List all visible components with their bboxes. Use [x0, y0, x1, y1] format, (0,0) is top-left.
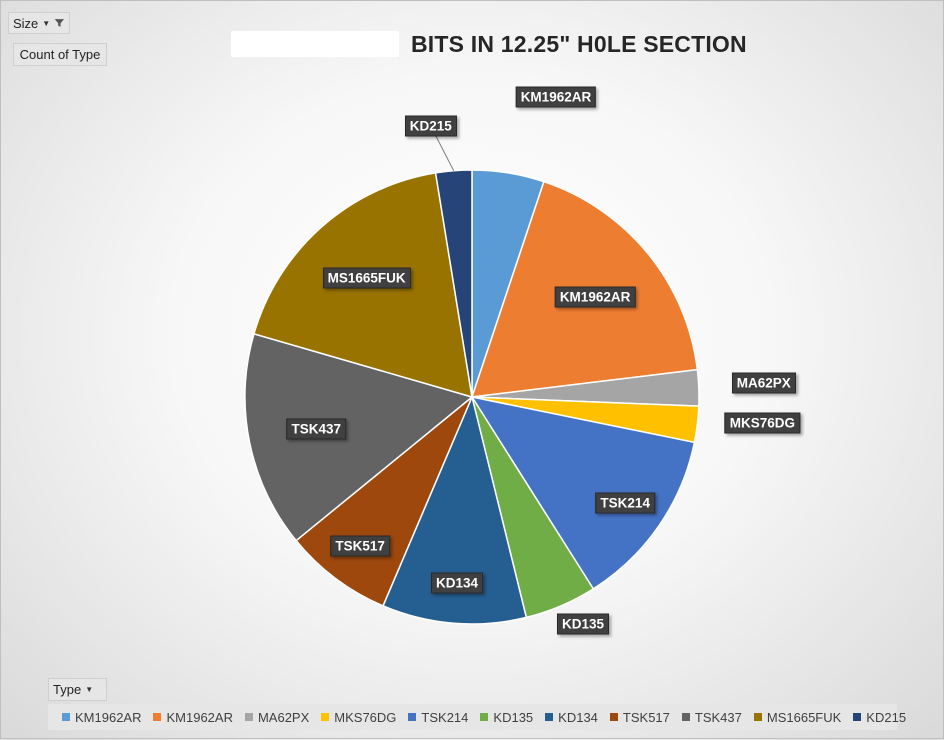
pie-slice-kd215-10: [434, 169, 473, 398]
filter-funnel-icon: [54, 19, 65, 27]
legend-item-kd135-5[interactable]: KD135: [480, 710, 533, 725]
size-filter-label: Size: [13, 15, 39, 31]
legend-swatch: [321, 713, 330, 721]
legend-item-kd134-6[interactable]: KD134: [545, 710, 598, 725]
legend-label: MS1665FUK: [766, 709, 842, 725]
legend-item-tsk517-7[interactable]: TSK517: [609, 709, 670, 725]
legend-item-mks76dg-3[interactable]: MKS76DG: [321, 710, 396, 725]
pie-slice-tsk214-4: [470, 395, 696, 590]
data-label-tsk214-4: TSK214: [595, 492, 655, 514]
legend-label: KD135: [493, 709, 534, 725]
dropdown-arrow-icon: ▼: [42, 18, 51, 28]
legend-swatch: [853, 713, 862, 721]
legend-label: KM1962AR: [75, 709, 142, 725]
legend-label: MKS76DG: [334, 709, 397, 725]
legend-item-km1962ar-0[interactable]: KM1962AR: [62, 710, 141, 725]
data-label-kd135-5: KD135: [556, 613, 609, 635]
dropdown-arrow-icon: ▼: [85, 685, 94, 694]
legend-swatch: [244, 713, 253, 721]
legend-label: KD134: [558, 709, 598, 725]
chart-legend: KM1962AR KM1962AR MA62PX MKS76DG TSK214 KD135…: [48, 704, 906, 730]
pie-slice-kd134-6: [382, 394, 528, 625]
pie-slice-tsk437-8: [244, 332, 474, 542]
legend-label: KD215: [866, 709, 907, 725]
legend-swatch: [480, 713, 489, 721]
redacted-title-area: [231, 31, 399, 57]
legend-swatch: [609, 713, 618, 721]
data-label-tsk517-7: TSK517: [330, 535, 390, 557]
data-label-km1962ar-1: KM1962AR: [554, 286, 636, 307]
legend-item-tsk214-4[interactable]: TSK214: [408, 710, 468, 725]
legend-item-tsk437-8[interactable]: TSK437: [681, 709, 742, 725]
legend-swatch: [62, 713, 70, 721]
legend-swatch: [681, 713, 690, 721]
legend-label: KM1962AR: [166, 709, 233, 725]
data-label-mks76dg-3: MKS76DG: [724, 412, 800, 434]
value-field-button[interactable]: Count of Type: [13, 43, 107, 66]
size-filter-button[interactable]: Size ▼: [8, 12, 70, 34]
leader-line: [435, 135, 455, 171]
legend-label: MA62PX: [257, 709, 310, 725]
legend-label: TSK437: [694, 709, 742, 725]
legend-swatch: [408, 713, 417, 721]
legend-label: TSK517: [622, 709, 670, 725]
data-label-tsk437-8: TSK437: [286, 418, 347, 440]
data-label-kd215-10: KD215: [404, 115, 457, 137]
legend-item-kd215-10[interactable]: KD215: [853, 710, 906, 725]
type-filter-button[interactable]: Type ▼: [48, 678, 107, 701]
legend-label: TSK214: [421, 709, 469, 725]
legend-item-ms1665fuk-9[interactable]: MS1665FUK: [753, 709, 842, 725]
type-filter-label: Type: [53, 682, 82, 697]
data-label-km1962ar-0: KM1962AR: [515, 86, 597, 108]
chart-title: BITS IN 12.25" H0LE SECTION: [411, 31, 747, 57]
legend-swatch: [153, 713, 162, 721]
legend-swatch: [545, 713, 554, 721]
legend-swatch: [753, 713, 762, 721]
legend-item-ma62px-2[interactable]: MA62PX: [244, 709, 310, 725]
data-label-kd134-6: KD134: [431, 572, 484, 594]
data-label-ms1665fuk-9: MS1665FUK: [322, 267, 411, 289]
value-field-label: Count of Type: [19, 47, 101, 62]
legend-item-km1962ar-1[interactable]: KM1962AR: [153, 709, 233, 725]
data-label-ma62px-2: MA62PX: [731, 372, 796, 394]
